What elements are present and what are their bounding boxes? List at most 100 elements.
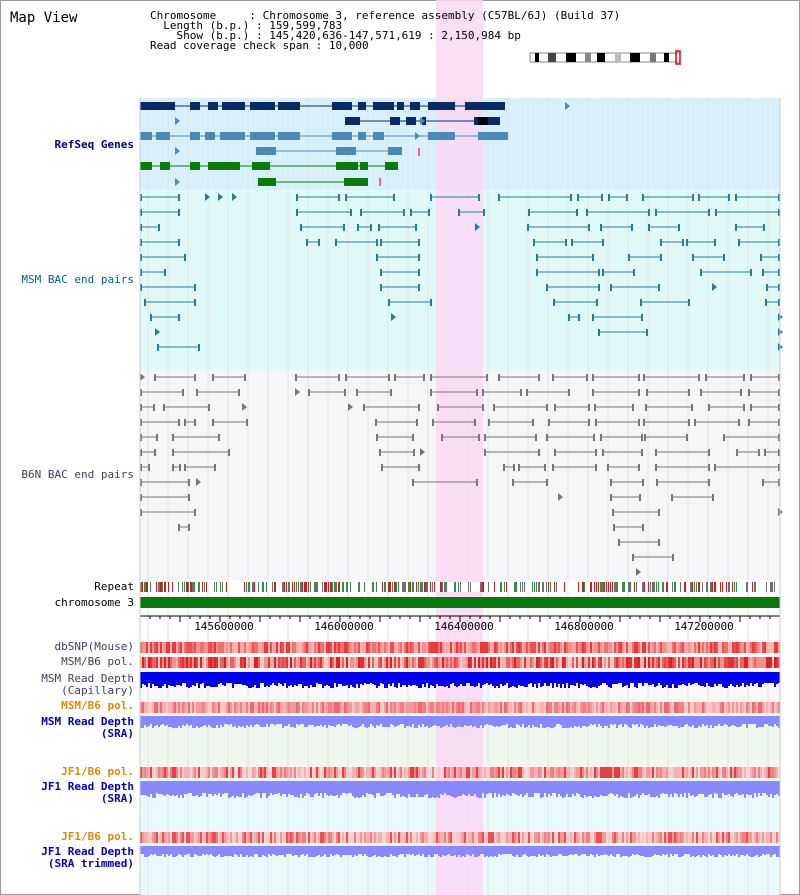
repeat-element	[288, 582, 290, 592]
msm-depth-capillary-bar	[412, 672, 414, 685]
msm-depth-capillary-bar	[714, 672, 716, 684]
msm-pol-sra-cell	[342, 702, 344, 713]
msm-pol-cell	[194, 657, 196, 668]
msm-depth-sra-bar	[720, 716, 722, 726]
msm-depth-capillary-bar	[544, 672, 546, 683]
jf1-depth-sra-bar	[466, 781, 468, 796]
jf1-depth-trimmed-bar	[160, 846, 162, 856]
track-label-msm-bac[interactable]: MSM BAC end pairs	[21, 273, 134, 286]
track-label-jf1-depth[interactable]: JF1 Read Depth (SRA)	[41, 780, 134, 805]
dbsnp-cell	[680, 642, 682, 653]
msm-depth-sra-bar	[226, 716, 228, 724]
jf1-depth-trimmed-bar	[322, 846, 324, 856]
dbsnp-cell	[706, 642, 708, 653]
bac-end-marker	[743, 404, 745, 411]
repeat-element	[494, 582, 495, 592]
track-label-refseq[interactable]: RefSeq Genes	[54, 138, 134, 151]
msm-depth-capillary-bar	[726, 672, 728, 688]
track-label-jf1-pol[interactable]: JF1/B6 pol.	[61, 765, 134, 778]
track-label-dbsnp[interactable]: dbSNP(Mouse)	[54, 640, 134, 653]
msm-depth-sra-bar	[732, 716, 734, 725]
gene-exon	[358, 132, 366, 140]
jf1-pol-trim-cell	[480, 832, 482, 843]
bac-end-marker	[748, 389, 750, 396]
track-label-msm-pol[interactable]: MSM/B6 pol.	[61, 655, 134, 668]
msm-pol-cell	[146, 657, 148, 668]
msm-pol-sra-cell	[656, 702, 658, 713]
jf1-pol-cell	[744, 767, 746, 778]
msm-pol-cell	[666, 657, 668, 668]
msm-pol-sra-cell	[544, 702, 546, 713]
msm-depth-sra-bar	[670, 716, 672, 725]
msm-depth-capillary-bar	[448, 672, 450, 688]
jf1-pol-trim-cell	[698, 832, 700, 843]
jf1-pol-trim-cell	[518, 832, 520, 843]
dbsnp-cell	[216, 642, 218, 653]
msm-depth-capillary-bar	[724, 672, 726, 688]
bac-end-marker	[428, 209, 430, 216]
msm-depth-sra-bar	[140, 716, 142, 728]
dbsnp-cell	[166, 642, 168, 653]
msm-pol-cell	[348, 657, 350, 668]
track-label-msm-depth-capillary[interactable]: MSM Read Depth (Capillary)	[41, 672, 134, 697]
jf1-pol-trim-cell	[438, 832, 440, 843]
track-label-msm-depth-sra[interactable]: MSM Read Depth (SRA)	[41, 715, 134, 740]
msm-pol-cell	[398, 657, 400, 668]
dbsnp-cell	[178, 642, 180, 653]
bac-end-marker	[778, 209, 780, 216]
jf1-pol-cell	[684, 767, 686, 778]
jf1-pol-cell	[142, 767, 144, 778]
jf1-pol-cell	[654, 767, 656, 778]
jf1-pol-trim-cell	[562, 832, 564, 843]
msm-pol-sra-cell	[360, 702, 362, 713]
msm-pol-sra-cell	[454, 702, 456, 713]
jf1-depth-trimmed-bar	[146, 846, 148, 857]
jf1-pol-trim-cell	[272, 832, 274, 843]
repeat-element	[190, 582, 192, 592]
msm-pol-cell	[716, 657, 718, 668]
msm-pol-cell	[148, 657, 150, 668]
jf1-pol-cell	[564, 767, 566, 778]
jf1-depth-trimmed-bar	[186, 846, 188, 854]
msm-pol-cell	[288, 657, 290, 668]
msm-depth-sra-bar	[404, 716, 406, 728]
jf1-depth-trimmed-bar	[520, 846, 522, 857]
msm-pol-sra-cell	[376, 702, 378, 713]
dbsnp-cell	[752, 642, 754, 653]
msm-depth-capillary-bar	[454, 672, 456, 686]
msm-pol-cell	[518, 657, 520, 668]
jf1-depth-sra-bar	[350, 781, 352, 793]
bac-end-marker	[194, 509, 196, 516]
jf1-pol-trim-cell	[678, 832, 680, 843]
jf1-pol-cell	[514, 767, 516, 778]
jf1-pol-cell	[156, 767, 158, 778]
jf1-depth-trimmed-bar	[720, 846, 722, 855]
gene-exon	[140, 102, 175, 110]
msm-pol-sra-cell	[186, 702, 188, 713]
dbsnp-cell	[222, 642, 224, 653]
jf1-depth-sra-bar	[328, 781, 330, 796]
dbsnp-cell	[282, 642, 284, 653]
jf1-pol-trim-cell	[376, 832, 378, 843]
bac-end-marker	[536, 269, 538, 276]
jf1-depth-trimmed-bar	[396, 846, 398, 857]
msm-depth-sra-bar	[218, 716, 220, 728]
msm-depth-capillary-bar	[380, 672, 382, 683]
jf1-depth-trimmed-bar	[758, 846, 760, 857]
dbsnp-cell	[614, 642, 616, 653]
jf1-pol-trim-cell	[214, 832, 216, 843]
track-label-jf1-depth-trimmed[interactable]: JF1 Read Depth (SRA trimmed)	[41, 845, 134, 870]
bac-end-marker	[423, 374, 425, 381]
track-label-jf1-pol-trimmed[interactable]: JF1/B6 pol.	[61, 830, 134, 843]
track-label-msm-pol-sra[interactable]: MSM/B6 pol.	[61, 699, 134, 712]
track-label-b6n-bac[interactable]: B6N BAC end pairs	[21, 468, 134, 481]
jf1-depth-sra-bar	[174, 781, 176, 796]
jf1-depth-trimmed-bar	[422, 846, 424, 854]
msm-pol-sra-cell	[526, 702, 528, 713]
repeat-element	[402, 582, 404, 592]
dbsnp-cell	[768, 642, 770, 653]
msm-depth-capillary-bar	[564, 672, 566, 688]
jf1-pol-trim-cell	[758, 832, 760, 843]
bac-end-marker	[638, 374, 640, 381]
